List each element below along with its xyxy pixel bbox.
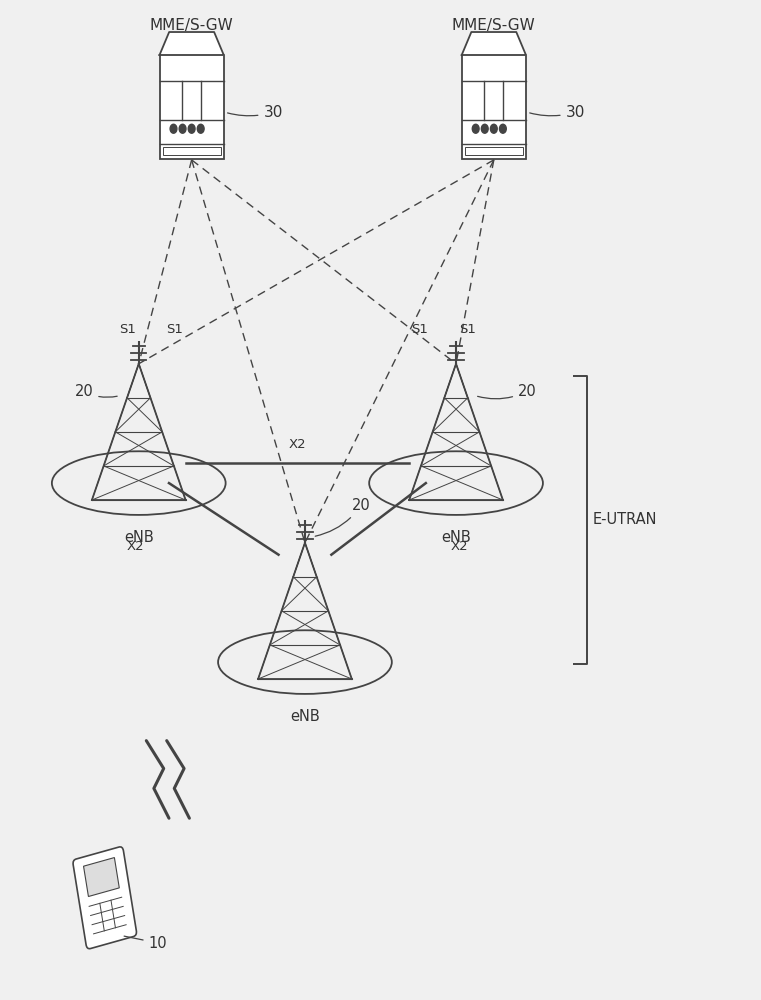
Circle shape [499,124,506,133]
Text: 30: 30 [530,105,585,120]
FancyBboxPatch shape [462,55,526,159]
FancyBboxPatch shape [73,847,136,949]
Text: eNB: eNB [441,530,471,545]
Polygon shape [462,32,526,55]
FancyBboxPatch shape [160,55,224,159]
Text: S1: S1 [167,323,183,336]
Text: X2: X2 [288,438,306,451]
Text: eNB: eNB [290,709,320,724]
FancyBboxPatch shape [84,858,119,897]
Text: X2: X2 [126,540,144,553]
Circle shape [179,124,186,133]
Text: S1: S1 [119,323,136,336]
Text: S1: S1 [412,323,428,336]
Polygon shape [160,32,224,55]
Circle shape [188,124,195,133]
Text: 20: 20 [315,498,371,536]
Text: E-UTRAN: E-UTRAN [593,512,658,527]
Text: 10: 10 [124,936,167,950]
FancyBboxPatch shape [465,147,523,155]
Text: 20: 20 [75,384,117,399]
FancyBboxPatch shape [163,147,221,155]
Text: MME/S-GW: MME/S-GW [150,18,234,33]
Circle shape [170,124,177,133]
Text: S1: S1 [459,323,476,336]
Circle shape [482,124,488,133]
Text: X2: X2 [451,540,469,553]
Text: 30: 30 [228,105,283,120]
Circle shape [490,124,497,133]
Text: eNB: eNB [124,530,154,545]
Circle shape [473,124,479,133]
Text: MME/S-GW: MME/S-GW [452,18,536,33]
Text: 20: 20 [478,384,537,399]
Circle shape [197,124,204,133]
